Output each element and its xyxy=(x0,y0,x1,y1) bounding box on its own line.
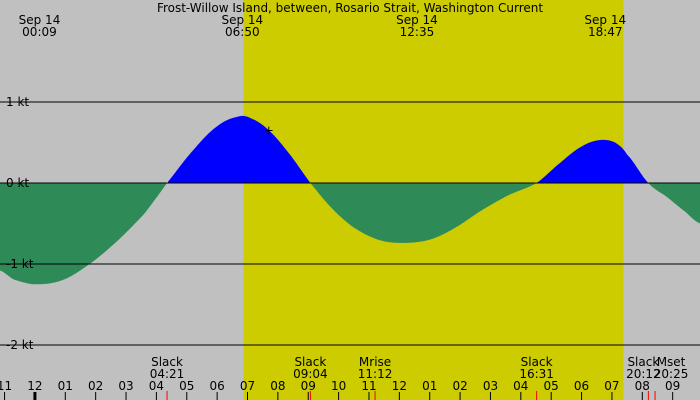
ebb-area-4 xyxy=(649,183,700,224)
current-marker: + xyxy=(264,124,274,138)
event-name-label: Mrise xyxy=(359,355,391,369)
event-time-label: 20:25 xyxy=(654,367,689,381)
hour-tick-label: 04 xyxy=(149,379,164,393)
hour-tick-label: 06 xyxy=(209,379,224,393)
event-name-label: Slack xyxy=(294,355,326,369)
hour-tick-label: 05 xyxy=(179,379,194,393)
hour-tick-label: 11 xyxy=(361,379,376,393)
hour-tick-label: 04 xyxy=(513,379,528,393)
event-time-label: 09:04 xyxy=(293,367,328,381)
hour-tick-label: 01 xyxy=(422,379,437,393)
hour-tick-label: 06 xyxy=(574,379,589,393)
event-time-label: 20:12 xyxy=(626,367,661,381)
top-time-label: 12:35 xyxy=(400,25,435,39)
hour-tick-label: 02 xyxy=(452,379,467,393)
ebb-area-0 xyxy=(0,183,168,285)
event-time-label: 16:31 xyxy=(519,367,554,381)
hour-tick-label: 09 xyxy=(301,379,316,393)
hour-tick-label: 02 xyxy=(88,379,103,393)
hour-tick-label: 07 xyxy=(604,379,619,393)
top-time-label: 18:47 xyxy=(588,25,623,39)
hour-tick-label: 05 xyxy=(544,379,559,393)
top-date-label: Sep 14 xyxy=(396,13,438,27)
event-time-label: 11:12 xyxy=(358,367,393,381)
hour-tick-label: 08 xyxy=(270,379,285,393)
event-name-label: Mset xyxy=(657,355,686,369)
event-name-label: Slack xyxy=(627,355,659,369)
top-time-label: 00:09 xyxy=(22,25,57,39)
event-time-label: 04:21 xyxy=(150,367,185,381)
event-name-label: Slack xyxy=(521,355,553,369)
hour-tick-label: 11 xyxy=(0,379,12,393)
hour-tick-label: 10 xyxy=(331,379,346,393)
y-tick-label: -1 kt xyxy=(6,257,34,271)
top-date-label: Sep 14 xyxy=(584,13,626,27)
hour-tick-label: 09 xyxy=(665,379,680,393)
top-date-label: Sep 14 xyxy=(19,13,61,27)
hour-tick-label: 03 xyxy=(118,379,133,393)
hour-tick-label: 12 xyxy=(392,379,407,393)
ebb-area-2 xyxy=(311,183,537,243)
hour-tick-label: 12 xyxy=(27,379,42,393)
top-date-label: Sep 14 xyxy=(221,13,263,27)
flood-area-1 xyxy=(168,115,311,183)
hour-tick-label: 01 xyxy=(58,379,73,393)
top-time-label: 06:50 xyxy=(225,25,260,39)
chart-title: Frost-Willow Island, between, Rosario St… xyxy=(157,1,543,15)
hour-tick-label: 07 xyxy=(240,379,255,393)
y-tick-label: 0 kt xyxy=(6,176,29,190)
y-tick-label: -2 kt xyxy=(6,338,34,352)
hour-tick-label: 03 xyxy=(483,379,498,393)
event-name-label: Slack xyxy=(151,355,183,369)
flood-area-3 xyxy=(537,139,649,183)
hour-tick-label: 08 xyxy=(635,379,650,393)
y-tick-label: 1 kt xyxy=(6,95,29,109)
